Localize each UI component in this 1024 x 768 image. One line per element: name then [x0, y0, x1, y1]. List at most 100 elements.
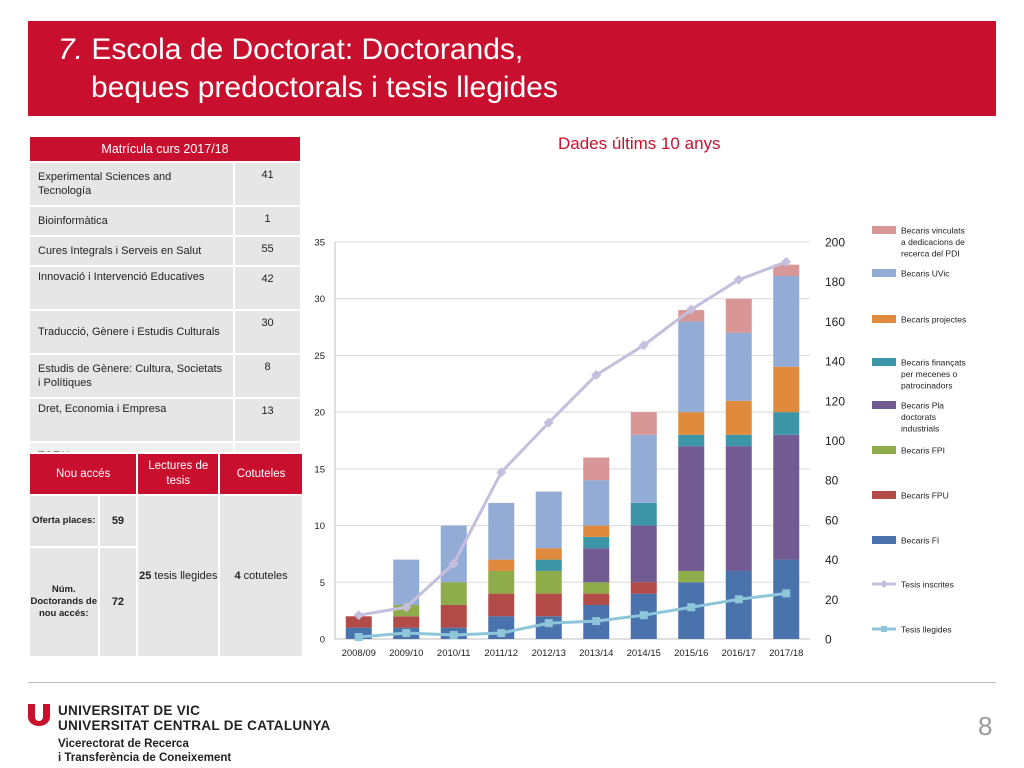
bar-segment — [773, 366, 800, 413]
y-left-tick-label: 5 — [320, 578, 325, 589]
bar-segment — [678, 412, 705, 435]
theses-header: Lectures de tesis — [136, 452, 221, 496]
bar-segment — [488, 570, 515, 594]
cotutelles-cell: 4 cotuteles — [218, 494, 304, 658]
legend-label: Becaris FPI — [901, 446, 945, 456]
vicerectorat-line2: i Transferència de Coneixement — [58, 752, 232, 764]
line-point — [353, 610, 364, 621]
bar-segment — [678, 570, 705, 583]
slide-title-number: 7. — [58, 33, 84, 66]
legend-swatch — [872, 401, 896, 409]
line-point — [733, 274, 744, 285]
legend-label: recerca del PDI — [901, 249, 960, 259]
table-row: Dret, Economia i Empresa 13 — [27, 397, 302, 443]
line-point — [401, 602, 412, 613]
program-name: Bioinformàtica — [27, 205, 236, 237]
enrolment-header: Matrícula curs 2017/18 — [28, 135, 302, 163]
x-tick-label: 2013/14 — [579, 648, 613, 659]
bar-segment — [583, 480, 610, 526]
bar-segment — [773, 434, 800, 560]
x-tick-label: 2016/17 — [722, 648, 756, 659]
bar-segment — [678, 446, 705, 571]
bar-segment — [725, 570, 752, 639]
bar-segment — [630, 412, 657, 435]
program-count: 55 — [233, 235, 302, 267]
legend-label: Becaris FI — [901, 536, 939, 546]
legend-label: Becaris finançats — [901, 358, 966, 368]
chart-subtitle: Dades últims 10 anys — [558, 134, 721, 153]
line-point — [639, 611, 648, 620]
enrolment-table: Matrícula curs 2017/18 Experimental Scie… — [27, 135, 302, 474]
program-name: Dret, Economia i Empresa — [27, 397, 236, 443]
program-name: Estudis de Gènere: Cultura, Societats i … — [27, 353, 236, 399]
line-point — [496, 467, 507, 478]
bar-segment — [773, 559, 800, 639]
y-right-tick-label: 120 — [825, 394, 845, 408]
slide-title-bar: 7. Escola de Doctorat: Doctorands, beque… — [28, 21, 996, 116]
bar-segment — [630, 525, 657, 583]
table-row: Cures Integrals i Serveis en Salut 55 — [27, 235, 302, 267]
y-right-tick-label: 40 — [825, 553, 839, 567]
offer-value: 59 — [97, 494, 139, 548]
y-right-tick-label: 100 — [825, 434, 845, 448]
y-left-tick-label: 30 — [314, 294, 325, 305]
y-left-tick-label: 10 — [314, 521, 325, 532]
line-point — [782, 589, 791, 598]
offer-label: Oferta places: — [28, 494, 100, 548]
bar-segment — [725, 434, 752, 447]
legend-label: industrials — [901, 424, 939, 434]
line-point — [638, 340, 649, 351]
legend-swatch — [872, 269, 896, 277]
footer-divider — [28, 682, 996, 683]
legend-label: per mecenes o — [901, 369, 957, 379]
line-point — [591, 369, 602, 380]
x-tick-label: 2017/18 — [769, 648, 803, 659]
cotutelles-count: 4 — [234, 570, 241, 582]
y-left-tick-label: 35 — [314, 238, 325, 249]
bar-segment — [583, 548, 610, 583]
legend-label: Becaris UVic — [901, 269, 950, 279]
program-count: 41 — [233, 161, 302, 207]
bar-segment — [583, 525, 610, 537]
university-name-line1: UNIVERSITAT DE VIC — [58, 703, 201, 718]
page-number: 8 — [978, 711, 993, 741]
vicerectorat-line1: Vicerectorat de Recerca — [58, 738, 189, 750]
line-point — [449, 631, 458, 640]
legend-swatch — [872, 315, 896, 323]
line-point — [497, 629, 506, 638]
line-point — [734, 595, 743, 604]
x-tick-label: 2009/10 — [389, 648, 423, 659]
access-table: Nou accés Lectures de tesis Cotuteles Of… — [27, 452, 304, 658]
legend-label: Tesis llegides — [901, 625, 952, 635]
bar-segment — [678, 310, 705, 322]
bar-segment — [440, 604, 467, 628]
y-left-tick-label: 15 — [314, 464, 325, 475]
table-row: Innovació i Intervenció Educatives 42 — [27, 265, 302, 311]
program-name: Cures Integrals i Serveis en Salut — [27, 235, 236, 267]
theses-cell: 25 tesis llegides — [136, 494, 221, 658]
program-name: Innovació i Intervenció Educatives — [27, 265, 236, 311]
bar-segment — [630, 434, 657, 503]
program-count: 13 — [233, 397, 302, 443]
bar-segment — [535, 570, 562, 594]
program-count: 8 — [233, 353, 302, 399]
y-right-tick-label: 180 — [825, 275, 845, 289]
y-right-tick-label: 0 — [825, 633, 832, 647]
legend-label: Becaris Pla — [901, 401, 944, 411]
bar-segment — [773, 276, 800, 367]
bar-segment — [440, 582, 467, 605]
bar-segment — [488, 559, 515, 571]
bar-segment — [345, 616, 372, 628]
bar-segment — [535, 548, 562, 560]
table-row: Experimental Sciences and Tecnología 41 — [27, 161, 302, 207]
bar-segment — [773, 412, 800, 435]
cotutelles-text: cotuteles — [243, 570, 288, 582]
bar-segment — [583, 593, 610, 605]
program-count: 42 — [233, 265, 302, 311]
y-right-tick-label: 20 — [825, 593, 839, 607]
y-right-tick-label: 160 — [825, 315, 845, 329]
legend-label: a dedicacions de — [901, 237, 965, 247]
new-access-header: Nou accés — [27, 452, 139, 496]
bar-segment — [630, 582, 657, 594]
bar-segment — [583, 457, 610, 481]
